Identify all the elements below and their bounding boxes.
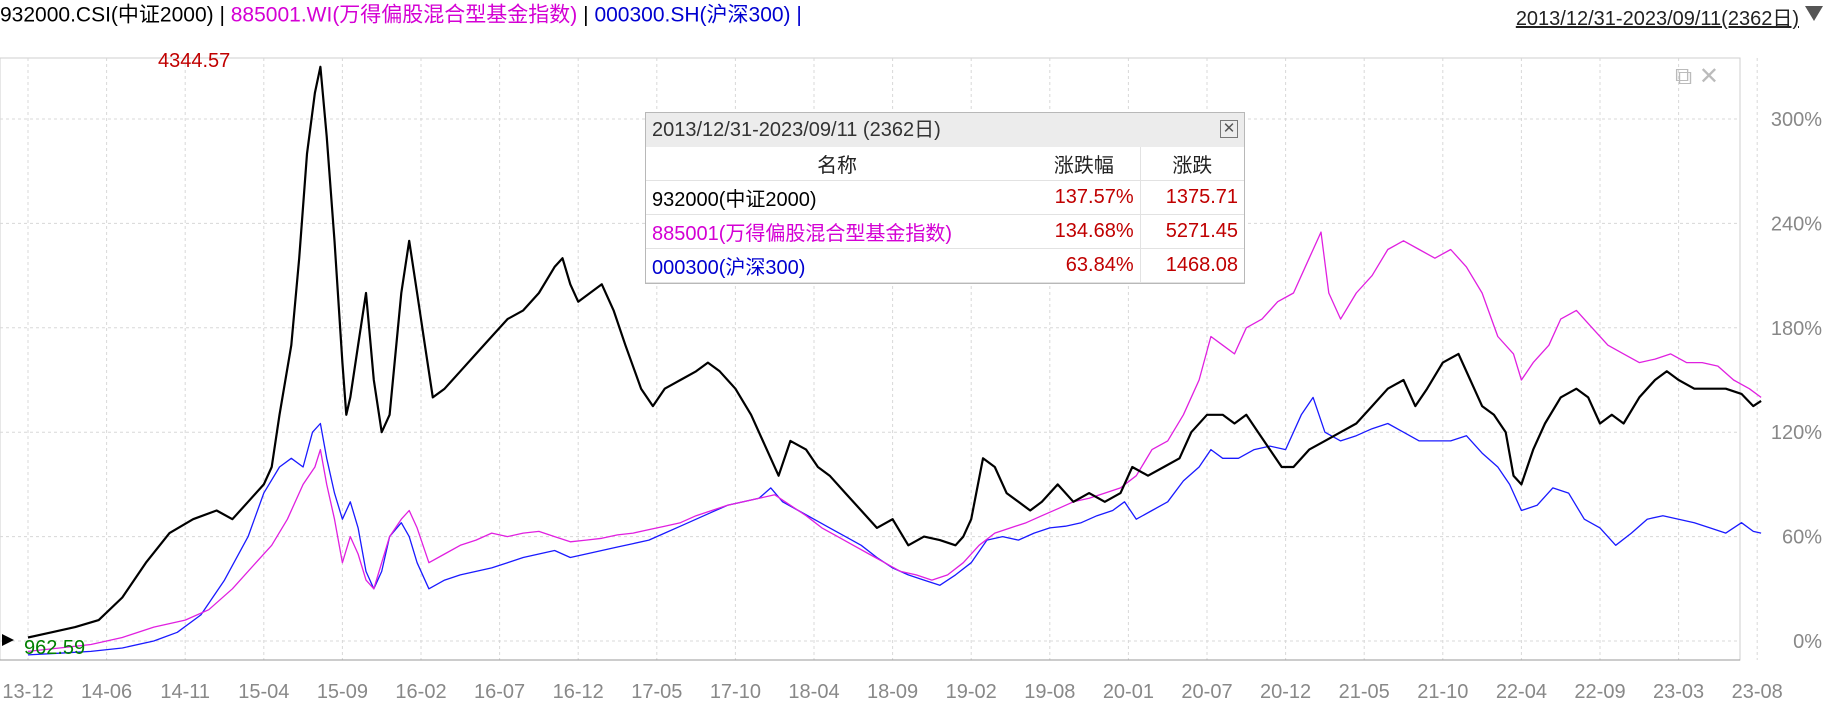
x-tick-label: 15-09: [317, 681, 368, 703]
x-tick-label: 13-12: [2, 681, 53, 703]
dropdown-arrow-icon[interactable]: [1805, 6, 1823, 21]
x-tick-label: 22-04: [1496, 681, 1547, 703]
x-tick-label: 19-08: [1024, 681, 1075, 703]
y-axis: 0% 60% 120% 180% 240% 300%: [1771, 109, 1822, 653]
col-header-chg: 涨跌: [1139, 147, 1244, 181]
row-pct: 137.57%: [1028, 180, 1141, 215]
window-controls: ⧉ ✕: [1675, 62, 1719, 91]
legend-series-hs300[interactable]: 000300.SH(沪深300): [594, 3, 791, 27]
x-tick-label: 15-04: [238, 681, 289, 703]
x-tick-label: 21-10: [1417, 681, 1468, 703]
min-value-label: 962.59: [24, 637, 85, 659]
legend-separator: |: [577, 3, 595, 27]
row-pct: 63.84%: [1028, 248, 1141, 283]
col-header-pct: 涨跌幅: [1028, 147, 1141, 181]
x-tick-label: 16-07: [474, 681, 525, 703]
close-icon[interactable]: ✕: [1698, 63, 1719, 90]
x-tick-label: 17-05: [631, 681, 682, 703]
x-tick-label: 16-02: [395, 681, 446, 703]
close-icon[interactable]: ✕: [1220, 120, 1238, 138]
legend-bar: 932000.CSI(中证2000) | 885001.WI(万得偏股混合型基金…: [0, 0, 802, 30]
col-header-name: 名称: [646, 147, 1029, 181]
x-tick-label: 18-09: [867, 681, 918, 703]
table-row[interactable]: 932000(中证2000) 137.57% 1375.71: [646, 180, 1244, 215]
row-name: 000300(沪深300): [646, 248, 1029, 283]
x-tick-label: 14-11: [160, 681, 210, 703]
info-table: 名称 涨跌幅 涨跌 932000(中证2000) 137.57% 1375.71…: [646, 147, 1244, 283]
restore-icon[interactable]: ⧉: [1675, 63, 1693, 90]
x-tick-label: 20-07: [1181, 681, 1232, 703]
info-panel-header: 2013/12/31-2023/09/11 (2362日) ✕: [646, 113, 1244, 147]
y-tick-label: 180%: [1771, 318, 1822, 340]
x-axis: 13-12 14-06 14-11 15-04 15-09 16-02 16-07 16-12…: [0, 659, 1783, 703]
legend-series-zz2000[interactable]: 932000.CSI(中证2000): [0, 3, 214, 27]
x-tick-label: 18-04: [788, 681, 839, 703]
x-tick-label: 22-09: [1574, 681, 1625, 703]
y-tick-label: 0%: [1793, 631, 1822, 653]
info-panel: 2013/12/31-2023/09/11 (2362日) ✕ 名称 涨跌幅 涨…: [645, 112, 1245, 284]
x-tick-label: 23-03: [1653, 681, 1704, 703]
x-tick-label: 14-06: [81, 681, 132, 703]
row-chg: 1375.71: [1139, 180, 1244, 215]
x-tick-label: 17-10: [710, 681, 761, 703]
series-line-s1: [27, 65, 1762, 639]
start-marker-icon: [2, 634, 14, 646]
table-row[interactable]: 885001(万得偏股混合型基金指数) 134.68% 5271.45: [646, 214, 1244, 249]
x-tick-label: 20-12: [1260, 681, 1311, 703]
legend-tail: |: [790, 3, 802, 27]
x-tick-label: 20-01: [1103, 681, 1154, 703]
row-chg: 5271.45: [1139, 214, 1244, 249]
table-header-row: 名称 涨跌幅 涨跌: [646, 147, 1244, 181]
y-tick-label: 120%: [1771, 422, 1822, 444]
table-row[interactable]: 000300(沪深300) 63.84% 1468.08: [646, 248, 1244, 283]
legend-separator: |: [213, 3, 231, 27]
x-tick-label: 23-08: [1732, 681, 1783, 703]
x-tick-label: 19-02: [946, 681, 997, 703]
row-pct: 134.68%: [1028, 214, 1141, 249]
x-tick-label: 21-05: [1339, 681, 1390, 703]
info-panel-title: 2013/12/31-2023/09/11 (2362日): [652, 119, 941, 141]
row-name: 932000(中证2000): [646, 180, 1029, 215]
chart-series: [27, 65, 1762, 656]
y-tick-label: 300%: [1771, 109, 1822, 131]
extreme-labels: 4344.57 962.59: [2, 50, 230, 659]
row-name: 885001(万得偏股混合型基金指数): [646, 214, 1029, 249]
row-chg: 1468.08: [1139, 248, 1244, 283]
date-range-selector[interactable]: 2013/12/31-2023/09/11(2362日): [1515, 8, 1799, 30]
max-value-label: 4344.57: [158, 50, 230, 72]
series-line-s2: [27, 231, 1762, 653]
x-tick-label: 16-12: [553, 681, 604, 703]
legend-series-fund-index[interactable]: 885001.WI(万得偏股混合型基金指数): [230, 3, 578, 27]
y-tick-label: 60%: [1782, 527, 1822, 549]
y-tick-label: 240%: [1771, 213, 1822, 235]
